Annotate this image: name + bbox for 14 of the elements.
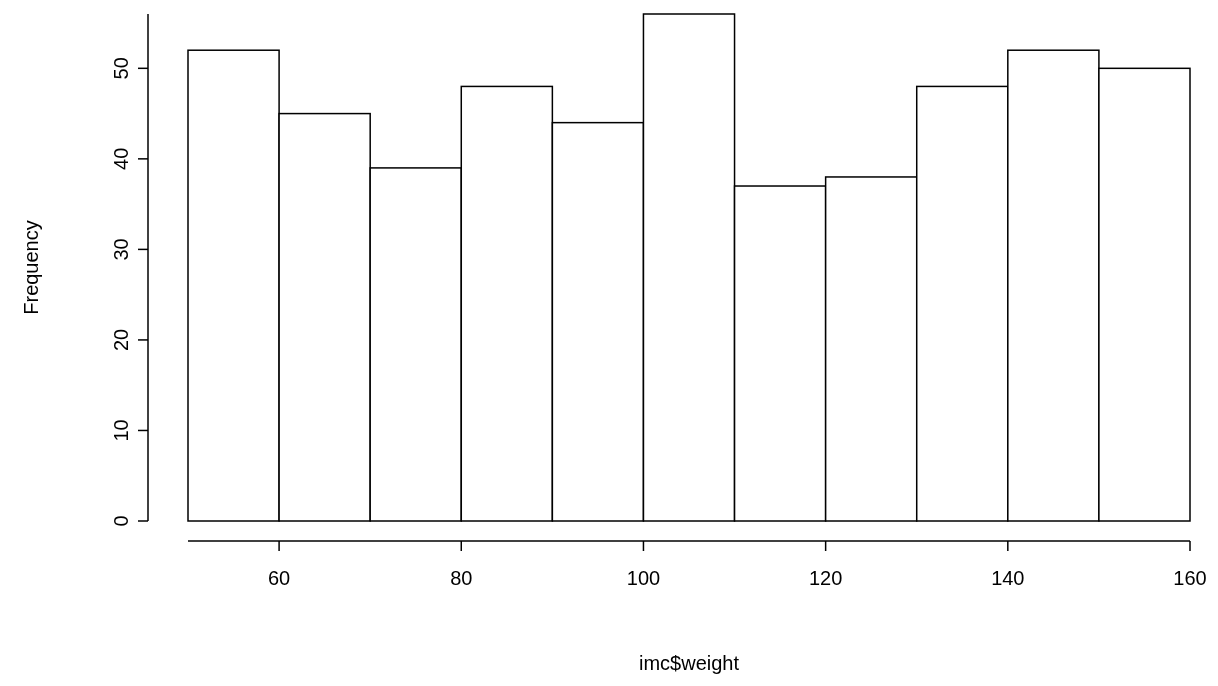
x-axis-title: imc$weight <box>638 652 740 674</box>
y-tick-label: 20 <box>110 328 132 352</box>
x-tick-label: 100 <box>626 567 661 589</box>
y-tick-label: 10 <box>110 419 132 442</box>
y-tick-label: 30 <box>110 238 132 261</box>
y-tick-label: 40 <box>110 147 132 170</box>
x-tick-label: 60 <box>267 567 291 589</box>
x-tick-label: 160 <box>1173 567 1207 589</box>
y-tick-label: 0 <box>110 515 132 527</box>
y-tick-label: 50 <box>110 57 132 80</box>
x-tick-label: 120 <box>808 567 843 589</box>
y-axis-title: Frequency <box>20 220 42 315</box>
x-tick-label: 140 <box>991 567 1025 589</box>
x-tick-label: 80 <box>450 567 473 589</box>
